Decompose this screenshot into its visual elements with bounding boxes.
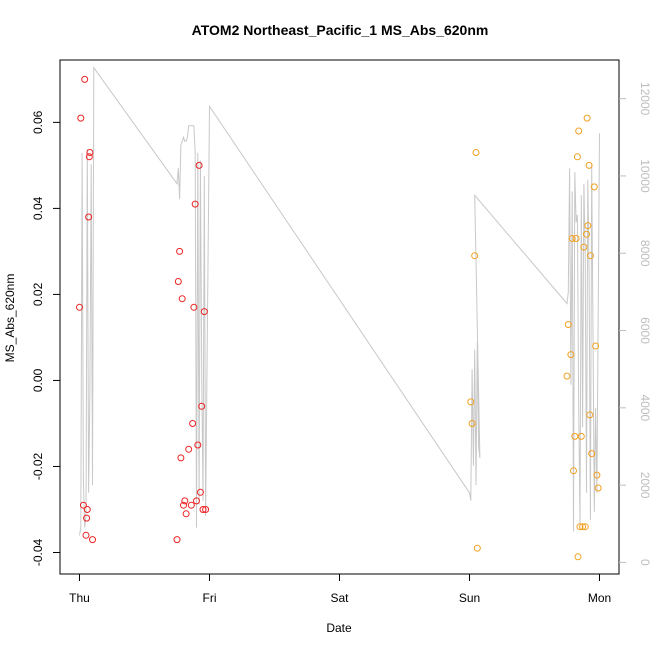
data-point bbox=[573, 153, 581, 161]
data-point bbox=[86, 149, 94, 156]
data-point bbox=[182, 510, 190, 518]
data-point bbox=[583, 114, 591, 122]
data-point bbox=[563, 372, 571, 380]
y-tick-label: 0.02 bbox=[31, 282, 45, 306]
x-axis: Thu Fri Sat Sun Mon bbox=[69, 574, 611, 605]
data-point bbox=[590, 183, 598, 191]
data-point bbox=[568, 235, 576, 242]
data-point bbox=[194, 441, 202, 449]
data-point bbox=[85, 153, 93, 161]
data-point bbox=[82, 531, 90, 539]
data-point bbox=[198, 402, 206, 410]
data-point bbox=[576, 523, 584, 531]
data-point bbox=[473, 544, 481, 552]
data-point bbox=[181, 497, 189, 505]
data-point bbox=[191, 200, 199, 208]
data-point bbox=[187, 501, 195, 509]
data-point bbox=[174, 278, 182, 285]
data-point bbox=[583, 230, 590, 238]
data-point bbox=[567, 351, 575, 359]
data-point bbox=[471, 252, 479, 260]
data-point bbox=[580, 243, 588, 251]
data-point bbox=[176, 247, 184, 255]
data-point bbox=[189, 420, 197, 427]
data-point bbox=[180, 501, 187, 509]
data-point bbox=[592, 342, 600, 350]
data-point bbox=[472, 149, 480, 156]
data-point bbox=[468, 420, 476, 427]
data-point bbox=[76, 303, 83, 311]
data-point bbox=[178, 295, 186, 303]
data-point bbox=[585, 161, 593, 169]
y-tick-label: 0.06 bbox=[31, 110, 45, 134]
y-axis-label: MS_Abs_620nm bbox=[3, 274, 17, 363]
data-point bbox=[81, 75, 89, 83]
data-point bbox=[579, 523, 587, 531]
data-point bbox=[581, 523, 589, 531]
x-tick-label: Thu bbox=[69, 591, 90, 605]
data-point bbox=[588, 450, 596, 458]
data-point bbox=[467, 398, 475, 406]
data-point bbox=[593, 471, 601, 479]
data-point bbox=[195, 161, 203, 169]
data-point bbox=[85, 213, 93, 221]
data-point bbox=[177, 454, 185, 462]
data-point bbox=[200, 308, 208, 316]
data-point bbox=[89, 536, 96, 544]
y-tick-label: 0.00 bbox=[31, 368, 45, 392]
data-point bbox=[83, 514, 91, 522]
y-tick-label: 0.04 bbox=[31, 196, 45, 220]
y2-tick-label: 6000 bbox=[638, 317, 650, 344]
data-point bbox=[202, 506, 210, 513]
data-point bbox=[199, 506, 207, 513]
y-axis-right: 0 2000 4000 6000 8000 10000 12000 bbox=[619, 82, 650, 566]
y2-tick-label: 10000 bbox=[638, 159, 650, 193]
data-point bbox=[83, 506, 91, 513]
data-point bbox=[574, 553, 582, 561]
x-axis-label: Date bbox=[326, 621, 352, 635]
y2-tick-label: 0 bbox=[638, 559, 650, 566]
data-point bbox=[575, 127, 583, 135]
data-point bbox=[577, 432, 585, 440]
y-tick-label: -0.04 bbox=[31, 538, 45, 566]
x-tick-label: Mon bbox=[588, 591, 611, 605]
data-point bbox=[570, 467, 577, 475]
y2-tick-label: 8000 bbox=[638, 240, 650, 267]
y-tick-label: -0.02 bbox=[31, 452, 45, 480]
points-group bbox=[76, 75, 602, 561]
y-axis-left: -0.04 -0.02 0.00 0.02 0.04 0.06 bbox=[31, 110, 60, 566]
data-point bbox=[586, 252, 594, 260]
secondary-line-group bbox=[79, 66, 600, 536]
data-point bbox=[586, 411, 594, 419]
data-point bbox=[193, 497, 200, 505]
data-point bbox=[173, 536, 181, 544]
secondary-series-line bbox=[79, 66, 600, 536]
data-point bbox=[185, 445, 193, 453]
data-point bbox=[79, 501, 87, 509]
y2-tick-label: 4000 bbox=[638, 394, 650, 421]
x-tick-label: Sun bbox=[459, 591, 480, 605]
chart-title: ATOM2 Northeast_Pacific_1 MS_Abs_620nm bbox=[192, 22, 489, 38]
data-point bbox=[190, 303, 198, 311]
y2-tick-label: 2000 bbox=[638, 472, 650, 499]
data-point bbox=[594, 484, 602, 492]
data-point bbox=[77, 114, 85, 122]
data-point bbox=[196, 488, 204, 496]
data-point bbox=[572, 235, 580, 242]
y2-tick-label: 12000 bbox=[638, 82, 650, 116]
x-tick-label: Fri bbox=[203, 591, 217, 605]
data-point bbox=[584, 222, 592, 230]
data-point bbox=[564, 321, 572, 328]
x-tick-label: Sat bbox=[330, 591, 349, 605]
